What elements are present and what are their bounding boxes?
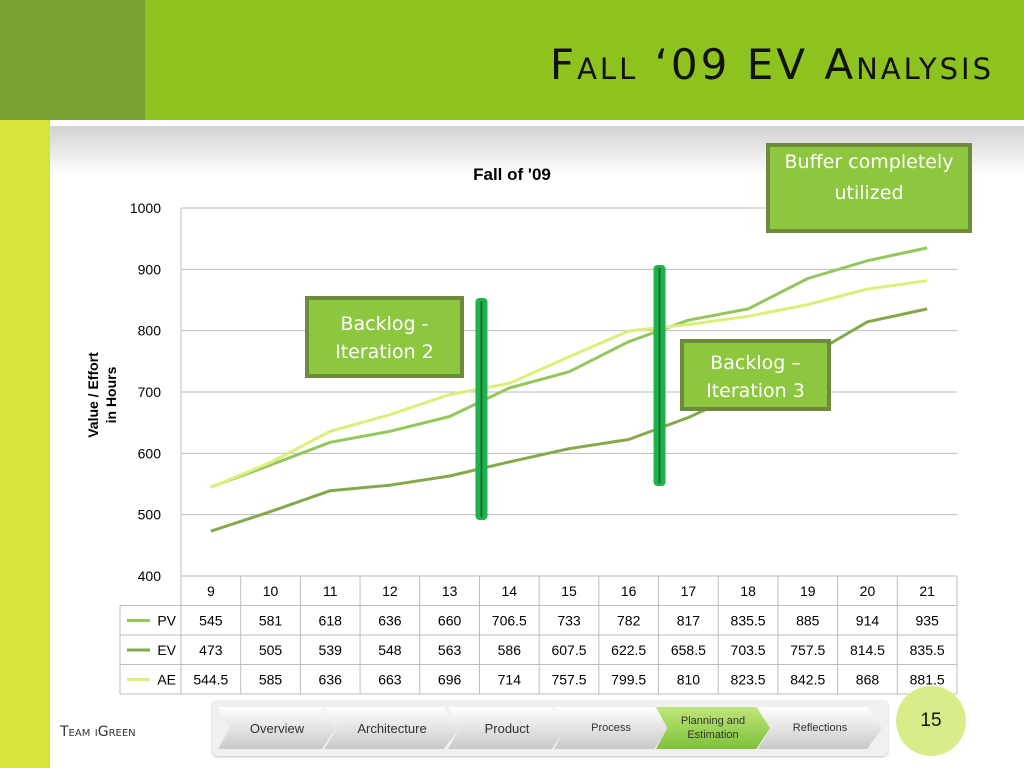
- y-tick-label: 500: [138, 507, 162, 523]
- table-cell: 810: [677, 672, 701, 688]
- series-line-pv: [210, 246, 928, 489]
- nav-product[interactable]: Product: [448, 707, 566, 749]
- table-cell: 799.5: [611, 672, 646, 688]
- x-tick-label: 15: [561, 583, 577, 599]
- nav-architecture[interactable]: Architecture: [324, 707, 460, 749]
- x-tick-label: 18: [740, 583, 756, 599]
- header-divider: [50, 120, 1024, 126]
- table-cell: 622.5: [611, 642, 646, 658]
- iteration-2-callout: Backlog - Iteration 2: [305, 296, 464, 378]
- chart-grid: [180, 207, 957, 576]
- table-cell: 835.5: [910, 642, 945, 658]
- iteration-markers: [475, 265, 666, 520]
- x-tick-label: 12: [382, 583, 398, 599]
- x-tick-label: 20: [860, 583, 876, 599]
- table-cell: 585: [259, 672, 283, 688]
- team-name: Team iGreen: [60, 724, 136, 740]
- table-cell: 885: [796, 613, 820, 629]
- x-tick-label: 14: [502, 583, 518, 599]
- slide-title: Fall ‘09 EV Analysis: [549, 40, 994, 89]
- y-tick-label: 1000: [130, 200, 161, 216]
- table-cell: 505: [259, 642, 283, 658]
- nav-reflections[interactable]: Reflections: [758, 707, 882, 749]
- data-table: 9 10 11 12 13 14 15 16 17 18 19 20 21 PV 545 581 618 636 6…: [119, 575, 958, 695]
- header-accent-bar: [0, 0, 145, 120]
- y-tick-label: 900: [138, 261, 162, 277]
- table-cell: 757.5: [790, 642, 825, 658]
- table-cell: 914: [856, 613, 880, 629]
- nav-process[interactable]: Process: [554, 707, 668, 749]
- table-cell: 563: [438, 642, 462, 658]
- x-tick-label: 21: [919, 583, 935, 599]
- table-cell: 733: [557, 613, 581, 629]
- nav-overview[interactable]: Overview: [218, 707, 336, 749]
- y-tick-label: 400: [138, 568, 162, 584]
- chart-title: Fall of '09: [473, 165, 551, 184]
- y-axis-label-line: in Hours: [103, 366, 119, 423]
- table-cell: 706.5: [492, 613, 527, 629]
- table-cell: 881.5: [910, 672, 945, 688]
- legend-label: PV: [157, 613, 176, 629]
- y-tick-label: 800: [138, 323, 162, 339]
- table-cell: 817: [677, 613, 701, 629]
- table-cell: 544.5: [193, 672, 228, 688]
- x-tick-label: 10: [263, 583, 279, 599]
- table-cell: 935: [915, 613, 939, 629]
- y-tick-label: 700: [138, 384, 162, 400]
- table-cell: 548: [378, 642, 402, 658]
- legend-label: EV: [157, 642, 176, 658]
- table-cell: 545: [199, 613, 223, 629]
- table-cell: 842.5: [790, 672, 825, 688]
- y-tick-label: 600: [138, 445, 162, 461]
- table-cell: 607.5: [551, 642, 586, 658]
- table-cell: 714: [498, 672, 522, 688]
- iteration-3-callout: Backlog – Iteration 3: [680, 339, 831, 411]
- x-tick-label: 9: [207, 583, 215, 599]
- table-cell: 636: [319, 672, 343, 688]
- table-cell: 658.5: [671, 642, 706, 658]
- table-cell: 696: [438, 672, 462, 688]
- x-tick-label: 13: [442, 583, 458, 599]
- series-line-ae: [210, 279, 928, 489]
- table-cell: 823.5: [731, 672, 766, 688]
- header-bar: [145, 0, 1024, 120]
- table-cell: 814.5: [850, 642, 885, 658]
- section-navigation: Overview Architecture Product Process Pl…: [212, 700, 888, 756]
- y-axis-label-line: Value / Effort: [85, 352, 101, 438]
- table-cell: 660: [438, 613, 462, 629]
- table-cell: 586: [498, 642, 522, 658]
- buffer-callout: Buffer completely utilized: [766, 143, 972, 233]
- table-cell: 618: [319, 613, 343, 629]
- table-cell: 703.5: [731, 642, 766, 658]
- table-cell: 835.5: [731, 613, 766, 629]
- nav-planning-estimation[interactable]: Planning and Estimation: [656, 707, 770, 749]
- table-cell: 581: [259, 613, 283, 629]
- page-number: 15: [896, 686, 966, 756]
- table-cell: 782: [617, 613, 641, 629]
- table-cell: 636: [378, 613, 402, 629]
- x-tick-label: 16: [621, 583, 637, 599]
- y-axis-label: Value / Effort in Hours: [85, 352, 119, 438]
- table-cell: 663: [378, 672, 402, 688]
- x-tick-label: 11: [323, 583, 338, 599]
- x-tick-label: 17: [681, 583, 697, 599]
- table-cell: 868: [856, 672, 880, 688]
- table-cell: 473: [199, 642, 223, 658]
- y-tick-labels: 400 500 600 700 800 900 1000: [130, 200, 161, 584]
- legend-label: AE: [157, 672, 176, 688]
- sidebar-strip: [0, 120, 50, 768]
- table-cell: 757.5: [551, 672, 586, 688]
- x-tick-label: 19: [800, 583, 816, 599]
- table-cell: 539: [319, 642, 343, 658]
